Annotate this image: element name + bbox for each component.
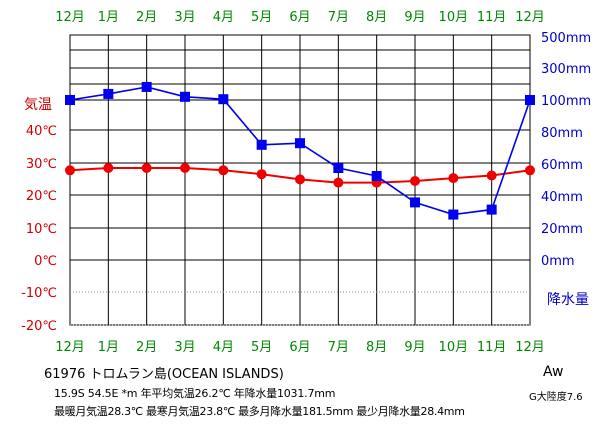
temperature-point bbox=[486, 170, 497, 181]
chart-axis-labels: 12月 1月 2月 3月 4月 5月 6月 7月 8月 9月 10月 11月 12月 12月 1月 2月 3月 4… bbox=[21, 10, 591, 355]
month-label-top: 9月 bbox=[404, 10, 425, 25]
temperature-point bbox=[218, 165, 229, 176]
month-label-top: 2月 bbox=[136, 10, 157, 25]
month-label-bottom: 12月 bbox=[55, 340, 85, 355]
precipitation-point bbox=[525, 95, 535, 105]
precip-tick-label: 500mm bbox=[541, 31, 591, 46]
month-label-bottom: 7月 bbox=[328, 340, 349, 355]
temp-tick-label: 30℃ bbox=[26, 157, 57, 172]
month-label-top: 7月 bbox=[328, 10, 349, 25]
precipitation-point bbox=[486, 204, 497, 215]
month-label-top: 1月 bbox=[98, 10, 119, 25]
temp-tick-label: -10℃ bbox=[21, 286, 57, 301]
temp-tick-label: 20℃ bbox=[26, 189, 57, 204]
precip-tick-label: 0mm bbox=[541, 254, 575, 269]
month-label-top: 4月 bbox=[213, 10, 234, 25]
temperature-point bbox=[180, 163, 190, 174]
month-label-bottom: 3月 bbox=[174, 340, 195, 355]
month-label-top: 3月 bbox=[174, 10, 195, 25]
koppen-class: Aw bbox=[543, 364, 564, 380]
temp-tick-label: 10℃ bbox=[26, 222, 57, 237]
chart-grid bbox=[69, 34, 531, 326]
temp-tick-label: 40℃ bbox=[26, 124, 57, 139]
temperature-point bbox=[525, 165, 535, 176]
precip-tick-label: 40mm bbox=[541, 190, 583, 205]
precip-tick-label: 80mm bbox=[541, 126, 583, 141]
month-label-bottom: 8月 bbox=[366, 340, 387, 355]
month-label-bottom: 4月 bbox=[213, 340, 234, 355]
precipitation-point bbox=[256, 139, 267, 150]
precip-tick-label: 20mm bbox=[541, 222, 583, 237]
month-label-top: 12月 bbox=[55, 10, 85, 25]
precipitation-point bbox=[371, 171, 382, 181]
temperature-point bbox=[103, 163, 114, 174]
month-label-top: 5月 bbox=[251, 10, 272, 25]
month-label-top: 12月 bbox=[515, 10, 545, 25]
temp-tick-label: 0℃ bbox=[34, 254, 57, 269]
month-label-top: 8月 bbox=[366, 10, 387, 25]
month-label-bottom: 9月 bbox=[404, 340, 425, 355]
precipitation-point bbox=[218, 94, 229, 105]
temperature-point bbox=[448, 173, 459, 184]
temperature-point bbox=[410, 176, 420, 187]
continentality-index: G大陸度7.6 bbox=[529, 392, 583, 403]
month-label-top: 10月 bbox=[439, 10, 469, 25]
precipitation-point bbox=[180, 91, 190, 102]
precip-tick-label: 300mm bbox=[541, 62, 591, 77]
precipitation-point bbox=[141, 81, 152, 92]
station-extremes: 最暖月気温28.3℃ 最寒月気温23.8℃ 最多月降水量181.5mm 最少月降… bbox=[54, 405, 465, 418]
climate-chart: 12月 1月 2月 3月 4月 5月 6月 7月 8月 9月 10月 11月 12月 12月 1月 2月 3月 4… bbox=[21, 10, 591, 355]
month-label-top: 6月 bbox=[289, 10, 310, 25]
temperature-point bbox=[333, 177, 344, 188]
chart-series bbox=[65, 81, 535, 220]
month-label-bottom: 6月 bbox=[289, 340, 310, 355]
temp-tick-label: -20℃ bbox=[21, 319, 57, 334]
temp-axis-label: 気温 bbox=[24, 97, 52, 113]
month-label-bottom: 10月 bbox=[439, 340, 469, 355]
month-label-bottom: 5月 bbox=[251, 340, 272, 355]
station-info: 61976 トロムラン島(OCEAN ISLANDS) 15.9S 54.5E … bbox=[0, 358, 611, 425]
precipitation-point bbox=[103, 88, 114, 99]
month-label-bottom: 2月 bbox=[136, 340, 157, 355]
month-label-bottom: 1月 bbox=[98, 340, 119, 355]
station-summary: 15.9S 54.5E *m 年平均気温26.2℃ 年降水量1031.7mm bbox=[54, 387, 336, 400]
precip-tick-label: 100mm bbox=[541, 94, 591, 109]
precipitation-point bbox=[65, 95, 75, 105]
precip-tick-label: 60mm bbox=[541, 158, 583, 173]
month-label-top: 11月 bbox=[477, 10, 507, 25]
month-label-bottom: 11月 bbox=[477, 340, 507, 355]
month-label-bottom: 12月 bbox=[515, 340, 545, 355]
precip-axis-label: 降水量 bbox=[547, 292, 589, 308]
precipitation-point bbox=[333, 163, 344, 173]
precipitation-point bbox=[448, 209, 459, 220]
temperature-point bbox=[256, 169, 267, 180]
temperature-point bbox=[65, 165, 75, 176]
precipitation-point bbox=[410, 197, 420, 208]
temperature-point bbox=[141, 163, 152, 174]
temperature-point bbox=[295, 174, 305, 185]
precipitation-point bbox=[295, 138, 305, 149]
station-title: 61976 トロムラン島(OCEAN ISLANDS) bbox=[44, 367, 284, 382]
